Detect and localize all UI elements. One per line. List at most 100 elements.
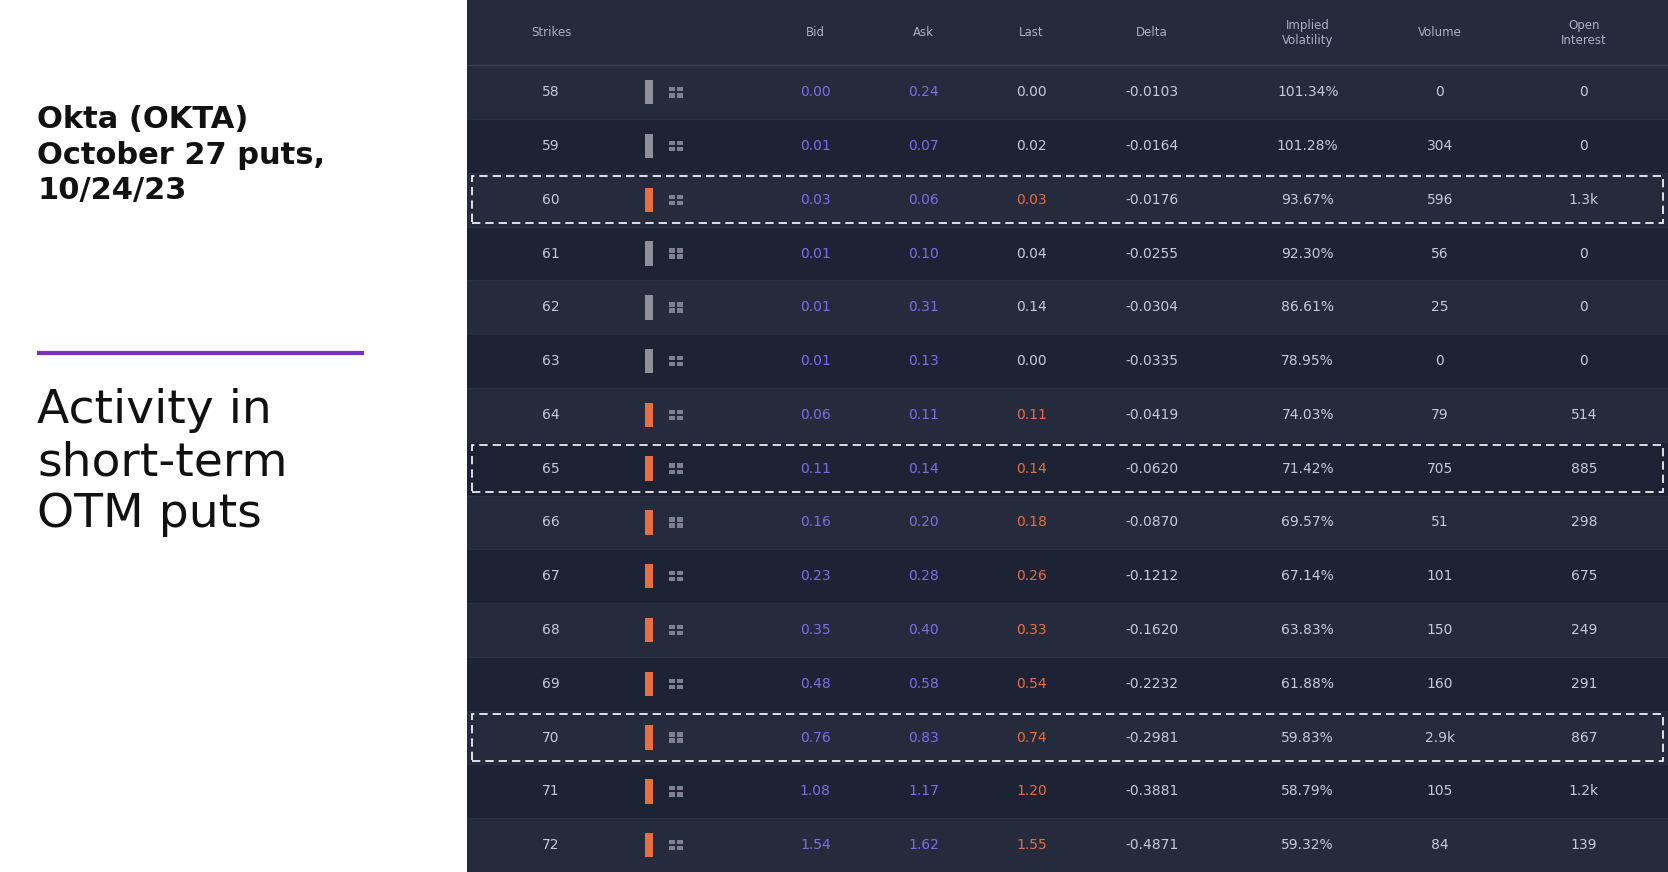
Bar	[669, 464, 676, 467]
Text: 705: 705	[1426, 461, 1453, 476]
Bar	[677, 685, 684, 689]
Text: 79: 79	[1431, 408, 1448, 422]
Bar	[677, 631, 684, 635]
Text: 0: 0	[1580, 354, 1588, 368]
Text: 0: 0	[1436, 354, 1444, 368]
Text: 0.00: 0.00	[1016, 85, 1048, 99]
Text: 70: 70	[542, 731, 560, 745]
Text: 0.40: 0.40	[907, 623, 939, 637]
Bar	[677, 303, 684, 307]
Bar	[677, 469, 684, 474]
Bar	[677, 255, 684, 259]
Text: 298: 298	[1571, 515, 1598, 529]
Text: Volume: Volume	[1418, 26, 1461, 39]
Bar	[677, 416, 684, 420]
Text: 71.42%: 71.42%	[1281, 461, 1334, 476]
Text: 0.01: 0.01	[801, 354, 831, 368]
Bar	[467, 442, 1668, 495]
Text: -0.0620: -0.0620	[1124, 461, 1178, 476]
Bar	[467, 281, 1668, 334]
Text: 249: 249	[1571, 623, 1598, 637]
Text: 67: 67	[542, 569, 560, 583]
Bar	[646, 780, 654, 804]
Text: -0.4871: -0.4871	[1124, 838, 1178, 852]
Text: -0.3881: -0.3881	[1124, 784, 1178, 799]
Text: Delta: Delta	[1136, 26, 1168, 39]
Text: 596: 596	[1426, 193, 1453, 207]
Text: 675: 675	[1571, 569, 1598, 583]
Bar	[677, 792, 684, 797]
Text: 1.20: 1.20	[1016, 784, 1048, 799]
Bar	[467, 765, 1668, 818]
Text: 1.17: 1.17	[907, 784, 939, 799]
Bar	[646, 349, 654, 373]
Text: 101: 101	[1426, 569, 1453, 583]
Bar	[467, 495, 1668, 549]
Bar	[677, 571, 684, 576]
Text: -0.0304: -0.0304	[1126, 300, 1178, 315]
Bar	[669, 624, 676, 630]
Bar	[646, 671, 654, 696]
Text: 0.31: 0.31	[907, 300, 939, 315]
Bar	[669, 846, 676, 850]
Bar	[677, 464, 684, 467]
Bar	[677, 309, 684, 313]
Bar	[669, 787, 676, 790]
Text: 69.57%: 69.57%	[1281, 515, 1334, 529]
Text: 65: 65	[542, 461, 560, 476]
Text: 0.00: 0.00	[801, 85, 831, 99]
Bar	[669, 732, 676, 737]
Text: 0.11: 0.11	[801, 461, 831, 476]
Text: 74.03%: 74.03%	[1281, 408, 1334, 422]
Text: 61.88%: 61.88%	[1281, 677, 1334, 691]
Bar	[677, 249, 684, 253]
Text: 59.32%: 59.32%	[1281, 838, 1334, 852]
Text: 0.33: 0.33	[1016, 623, 1048, 637]
Text: 0.14: 0.14	[907, 461, 939, 476]
Text: 514: 514	[1571, 408, 1598, 422]
Text: 0: 0	[1436, 85, 1444, 99]
Bar	[677, 356, 684, 360]
Bar	[669, 685, 676, 689]
Text: 1.3k: 1.3k	[1570, 193, 1600, 207]
Bar	[646, 187, 654, 212]
Bar	[677, 410, 684, 414]
Bar	[669, 146, 676, 152]
Bar	[669, 792, 676, 797]
Bar	[467, 173, 1668, 227]
Text: 0.06: 0.06	[801, 408, 831, 422]
Text: 93.67%: 93.67%	[1281, 193, 1334, 207]
Text: 25: 25	[1431, 300, 1448, 315]
Text: 51: 51	[1431, 515, 1448, 529]
Text: 63.83%: 63.83%	[1281, 623, 1334, 637]
Text: -0.0176: -0.0176	[1124, 193, 1178, 207]
Text: 1.62: 1.62	[907, 838, 939, 852]
Bar	[467, 657, 1668, 711]
Bar	[677, 678, 684, 683]
Bar	[669, 309, 676, 313]
Bar	[677, 739, 684, 743]
Text: 1.54: 1.54	[801, 838, 831, 852]
Bar	[646, 457, 654, 481]
Text: 0.48: 0.48	[801, 677, 831, 691]
Text: 105: 105	[1426, 784, 1453, 799]
Text: 0.01: 0.01	[801, 139, 831, 153]
Text: 0.11: 0.11	[1016, 408, 1048, 422]
Bar	[677, 194, 684, 199]
Text: 68: 68	[542, 623, 560, 637]
Text: -0.0335: -0.0335	[1126, 354, 1178, 368]
Text: 61: 61	[542, 247, 560, 261]
Text: 0: 0	[1580, 139, 1588, 153]
Bar	[669, 201, 676, 205]
Bar	[677, 140, 684, 145]
Text: 867: 867	[1571, 731, 1598, 745]
Text: 0.14: 0.14	[1016, 300, 1048, 315]
Bar	[646, 617, 654, 642]
Text: 60: 60	[542, 193, 560, 207]
Text: 0.11: 0.11	[907, 408, 939, 422]
Bar	[646, 510, 654, 535]
Text: -0.2232: -0.2232	[1126, 677, 1178, 691]
Bar	[669, 249, 676, 253]
Text: 0.07: 0.07	[907, 139, 939, 153]
Bar	[646, 833, 654, 857]
